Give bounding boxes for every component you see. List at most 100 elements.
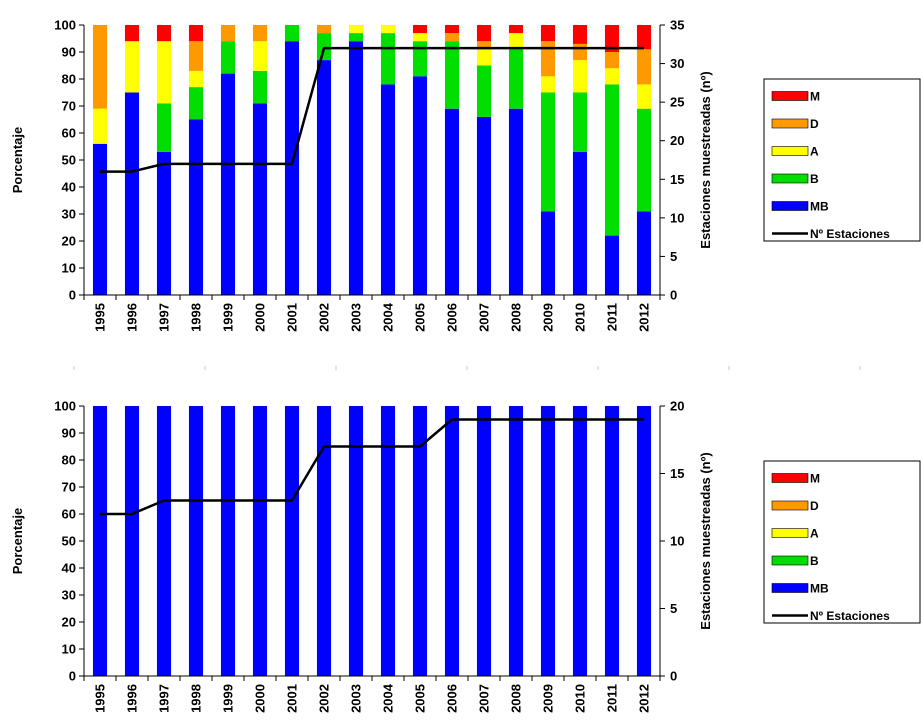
y2-tick-label-15: 15 bbox=[670, 466, 684, 481]
x-tick-label-2003: 2003 bbox=[349, 684, 364, 713]
bar-A-2000 bbox=[252, 41, 268, 71]
bar-D-2006 bbox=[444, 33, 460, 42]
y2-tick-label-25: 25 bbox=[670, 95, 684, 110]
bar-A-2005 bbox=[412, 33, 428, 42]
x-tick-label-2011: 2011 bbox=[605, 303, 620, 331]
bar-MB-1996 bbox=[124, 406, 140, 676]
bar-B-2001 bbox=[284, 25, 300, 42]
bar-MB-1995 bbox=[92, 406, 108, 676]
y-axis-title: Porcentaje bbox=[10, 508, 25, 574]
x-tick-label-2001: 2001 bbox=[285, 303, 300, 332]
y-tick-label-30: 30 bbox=[62, 588, 76, 603]
legend-label-a: A bbox=[810, 145, 819, 159]
bar-A-2010 bbox=[572, 60, 588, 93]
y-tick-label-40: 40 bbox=[62, 180, 76, 195]
bar-M-2011 bbox=[604, 25, 620, 52]
legend-label-nestaciones: Nº Estaciones bbox=[810, 609, 890, 623]
y2-tick-label-10: 10 bbox=[670, 210, 684, 225]
bar-M-1997 bbox=[156, 25, 172, 42]
y2-tick-label-20: 20 bbox=[670, 133, 684, 148]
x-tick-label-2012: 2012 bbox=[637, 684, 652, 713]
legend-label-m: M bbox=[810, 472, 820, 486]
bar-B-2009 bbox=[540, 92, 556, 212]
bar-M-2006 bbox=[444, 25, 460, 34]
bar-MB-1998 bbox=[188, 119, 204, 295]
y-axis-title: Porcentaje bbox=[10, 127, 25, 193]
bar-MB-2000 bbox=[252, 406, 268, 676]
bar-B-2000 bbox=[252, 70, 268, 104]
x-tick-label-2010: 2010 bbox=[573, 303, 588, 332]
bar-MB-2001 bbox=[284, 41, 300, 296]
y-tick-label-80: 80 bbox=[62, 453, 76, 468]
y2-tick-label-10: 10 bbox=[670, 534, 684, 549]
bar-M-1996 bbox=[124, 25, 140, 42]
bar-A-1997 bbox=[156, 41, 172, 104]
x-tick-label-1996: 1996 bbox=[125, 303, 140, 332]
bar-B-2010 bbox=[572, 92, 588, 152]
bar-D-2009 bbox=[540, 41, 556, 77]
y-tick-label-100: 100 bbox=[54, 399, 76, 414]
y-tick-label-90: 90 bbox=[62, 45, 76, 60]
bar-MB-2008 bbox=[508, 108, 524, 295]
legend-label-d: D bbox=[810, 499, 819, 513]
x-tick-label-2000: 2000 bbox=[253, 684, 268, 713]
x-tick-label-1999: 1999 bbox=[221, 684, 236, 713]
y2-tick-label-0: 0 bbox=[670, 288, 677, 303]
x-tick-label-1995: 1995 bbox=[93, 303, 108, 332]
bar-D-2000 bbox=[252, 25, 268, 42]
x-tick-label-2002: 2002 bbox=[317, 684, 332, 713]
x-tick-label-1995: 1995 bbox=[93, 684, 108, 713]
bar-M-2008 bbox=[508, 25, 524, 34]
bar-A-1996 bbox=[124, 41, 140, 93]
bar-B-2002 bbox=[316, 33, 332, 61]
bar-A-2004 bbox=[380, 25, 396, 34]
bar-D-1999 bbox=[220, 25, 236, 42]
bar-MB-1999 bbox=[220, 406, 236, 676]
bar-M-2005 bbox=[412, 25, 428, 34]
y-tick-label-60: 60 bbox=[62, 507, 76, 522]
x-tick-label-2001: 2001 bbox=[285, 684, 300, 713]
legend-label-mb: MB bbox=[810, 582, 829, 596]
bar-MB-2012 bbox=[636, 211, 652, 295]
x-tick-label-2008: 2008 bbox=[509, 684, 524, 713]
bar-MB-2003 bbox=[348, 41, 364, 296]
legend-label-b: B bbox=[810, 554, 819, 568]
bar-M-2012 bbox=[636, 25, 652, 50]
y2-tick-label-5: 5 bbox=[670, 601, 677, 616]
bar-MB-2002 bbox=[316, 60, 332, 295]
chart-panel-1: 0 10 20 30 40 50 60 70 80 90 100 0 5 10 15 20 25 30 35 1995… bbox=[10, 18, 921, 332]
bar-A-2012 bbox=[636, 84, 652, 109]
bar-MB-2008 bbox=[508, 406, 524, 676]
x-tick-label-2009: 2009 bbox=[541, 684, 556, 713]
y-tick-label-40: 40 bbox=[62, 561, 76, 576]
legend-swatch-D bbox=[771, 500, 809, 511]
legend-swatch-M bbox=[771, 473, 809, 483]
legend-swatch-A bbox=[771, 146, 809, 156]
bar-D-2007 bbox=[476, 41, 492, 50]
y-tick-label-20: 20 bbox=[62, 615, 76, 630]
bar-B-2003 bbox=[348, 33, 364, 42]
bar-B-1997 bbox=[156, 103, 172, 152]
x-tick-label-2000: 2000 bbox=[253, 303, 268, 332]
legend-label-m: M bbox=[810, 90, 820, 104]
y2-tick-label-35: 35 bbox=[670, 18, 684, 33]
bar-D-2011 bbox=[604, 52, 620, 69]
bar-B-2007 bbox=[476, 65, 492, 117]
y-tick-label-100: 100 bbox=[54, 18, 76, 33]
legend-label-d: D bbox=[810, 117, 819, 131]
y-tick-label-50: 50 bbox=[62, 534, 76, 549]
bar-MB-1999 bbox=[220, 73, 236, 295]
series-line-estaciones bbox=[100, 418, 644, 516]
bar-MB-2011 bbox=[604, 235, 620, 295]
bar-D-1995 bbox=[92, 25, 108, 109]
y-tick-label-0: 0 bbox=[69, 669, 76, 684]
legend-swatch-MB bbox=[771, 201, 809, 211]
x-tick-label-2012: 2012 bbox=[637, 303, 652, 332]
y-tick-label-30: 30 bbox=[62, 207, 76, 222]
y-tick-label-20: 20 bbox=[62, 234, 76, 249]
bar-MB-2000 bbox=[252, 103, 268, 295]
bar-A-2003 bbox=[348, 25, 364, 34]
legend-swatch-MB bbox=[771, 583, 809, 593]
bar-A-2011 bbox=[604, 68, 620, 85]
legend-swatch-D bbox=[771, 118, 809, 129]
